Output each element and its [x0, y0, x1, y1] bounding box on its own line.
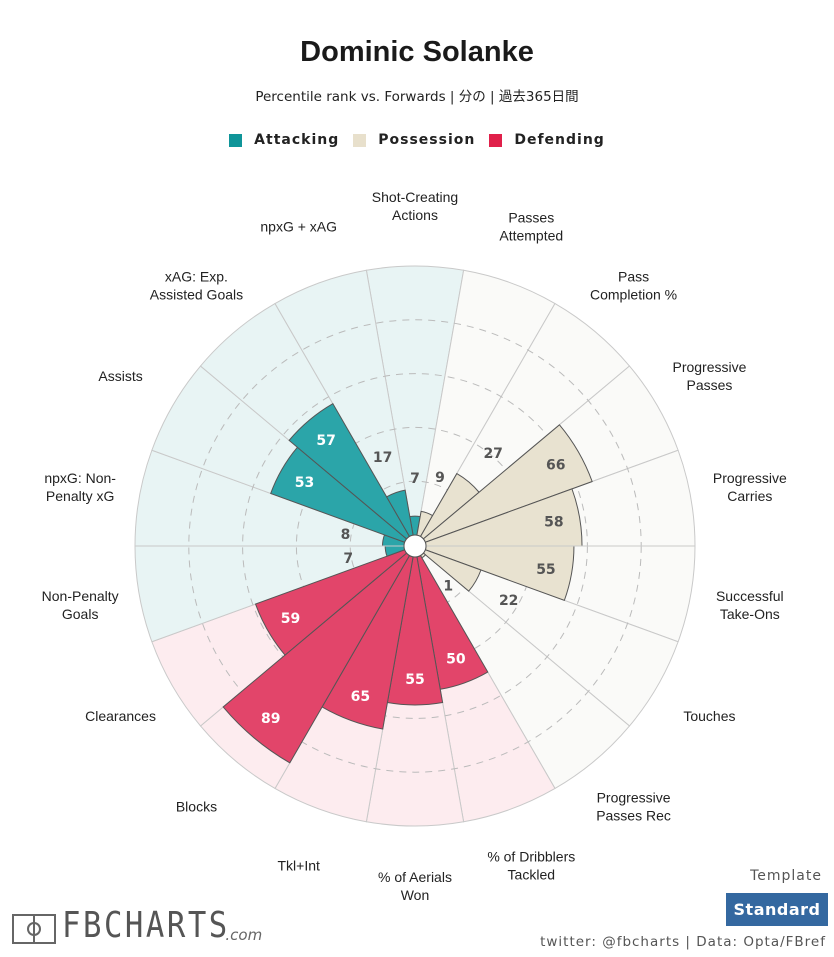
legend-label: Possession [378, 132, 476, 148]
value-label: 8 [341, 527, 351, 543]
category-label: % of Dribblers [487, 848, 575, 864]
legend-label: Attacking [254, 132, 340, 148]
category-label: Progressive [597, 789, 671, 805]
chart-title: Dominic Solanke [300, 36, 534, 68]
value-label: 89 [261, 711, 280, 727]
value-label: 66 [546, 458, 565, 474]
legend-swatch [489, 133, 503, 147]
category-label: xAG: Exp. [165, 269, 228, 285]
legend-swatch [353, 133, 367, 147]
template-label: Template [750, 868, 822, 884]
template-standard-button[interactable]: Standard [726, 893, 828, 926]
category-label: Assisted Goals [150, 287, 243, 303]
category-label: % of Aerials [378, 869, 452, 885]
category-label: Completion % [590, 287, 677, 303]
logo-text: FBCHARTS [62, 905, 230, 946]
chart-subtitle: Percentile rank vs. Forwards | 分の | 過去36… [255, 89, 579, 105]
legend-item-attacking: Attacking [229, 132, 339, 148]
value-label: 55 [405, 672, 424, 688]
category-label: Tackled [508, 866, 555, 882]
value-label: 17 [373, 450, 392, 466]
value-label: 7 [410, 471, 420, 487]
legend-item-possession: Possession [353, 132, 475, 148]
value-label: 55 [536, 562, 555, 578]
center-hole [403, 534, 427, 558]
category-label: Progressive [672, 359, 746, 375]
category-label: Actions [392, 207, 438, 223]
value-label: 57 [316, 433, 335, 449]
legend-swatch [229, 133, 243, 147]
value-label: 27 [483, 446, 502, 462]
fbcharts-logo: FBCHARTS .com [12, 908, 262, 944]
category-label: Shot-Creating [372, 189, 458, 205]
legend-item-defending: Defending [489, 132, 604, 148]
category-label: Progressive [713, 470, 787, 486]
category-label: Attempted [499, 228, 563, 244]
value-label: 1 [443, 579, 453, 595]
category-label: Clearances [85, 708, 156, 724]
category-label: Tkl+Int [278, 857, 321, 873]
category-label: Assists [98, 368, 142, 384]
category-label: Non-Penalty [42, 588, 119, 604]
pitch-icon [12, 914, 56, 944]
category-label: Won [401, 887, 430, 903]
category-label: Penalty xG [46, 488, 114, 504]
category-label: Pass [618, 269, 649, 285]
category-label: Blocks [176, 798, 217, 814]
category-label: Goals [62, 606, 99, 622]
category-label: npxG + xAG [260, 219, 337, 235]
category-label: Passes [686, 377, 732, 393]
category-label: Carries [727, 488, 772, 504]
value-label: 59 [281, 611, 300, 627]
value-label: 7 [343, 551, 353, 567]
value-label: 50 [446, 651, 466, 667]
value-label: 65 [351, 689, 370, 705]
legend-label: Defending [514, 132, 605, 148]
category-label: Passes Rec [596, 807, 671, 823]
category-label: Passes [508, 210, 554, 226]
category-label: Successful [716, 588, 784, 604]
data-credit: twitter: @fbcharts | Data: Opta/FBref [540, 934, 826, 950]
category-label: npxG: Non- [44, 470, 116, 486]
value-label: 9 [435, 470, 445, 486]
category-label: Touches [683, 708, 735, 724]
value-label: 22 [499, 593, 518, 609]
legend: Attacking Possession Defending [0, 132, 834, 148]
value-label: 53 [295, 475, 314, 491]
logo-suffix: .com [225, 926, 263, 944]
value-label: 58 [544, 515, 563, 531]
category-label: Take-Ons [720, 606, 780, 622]
